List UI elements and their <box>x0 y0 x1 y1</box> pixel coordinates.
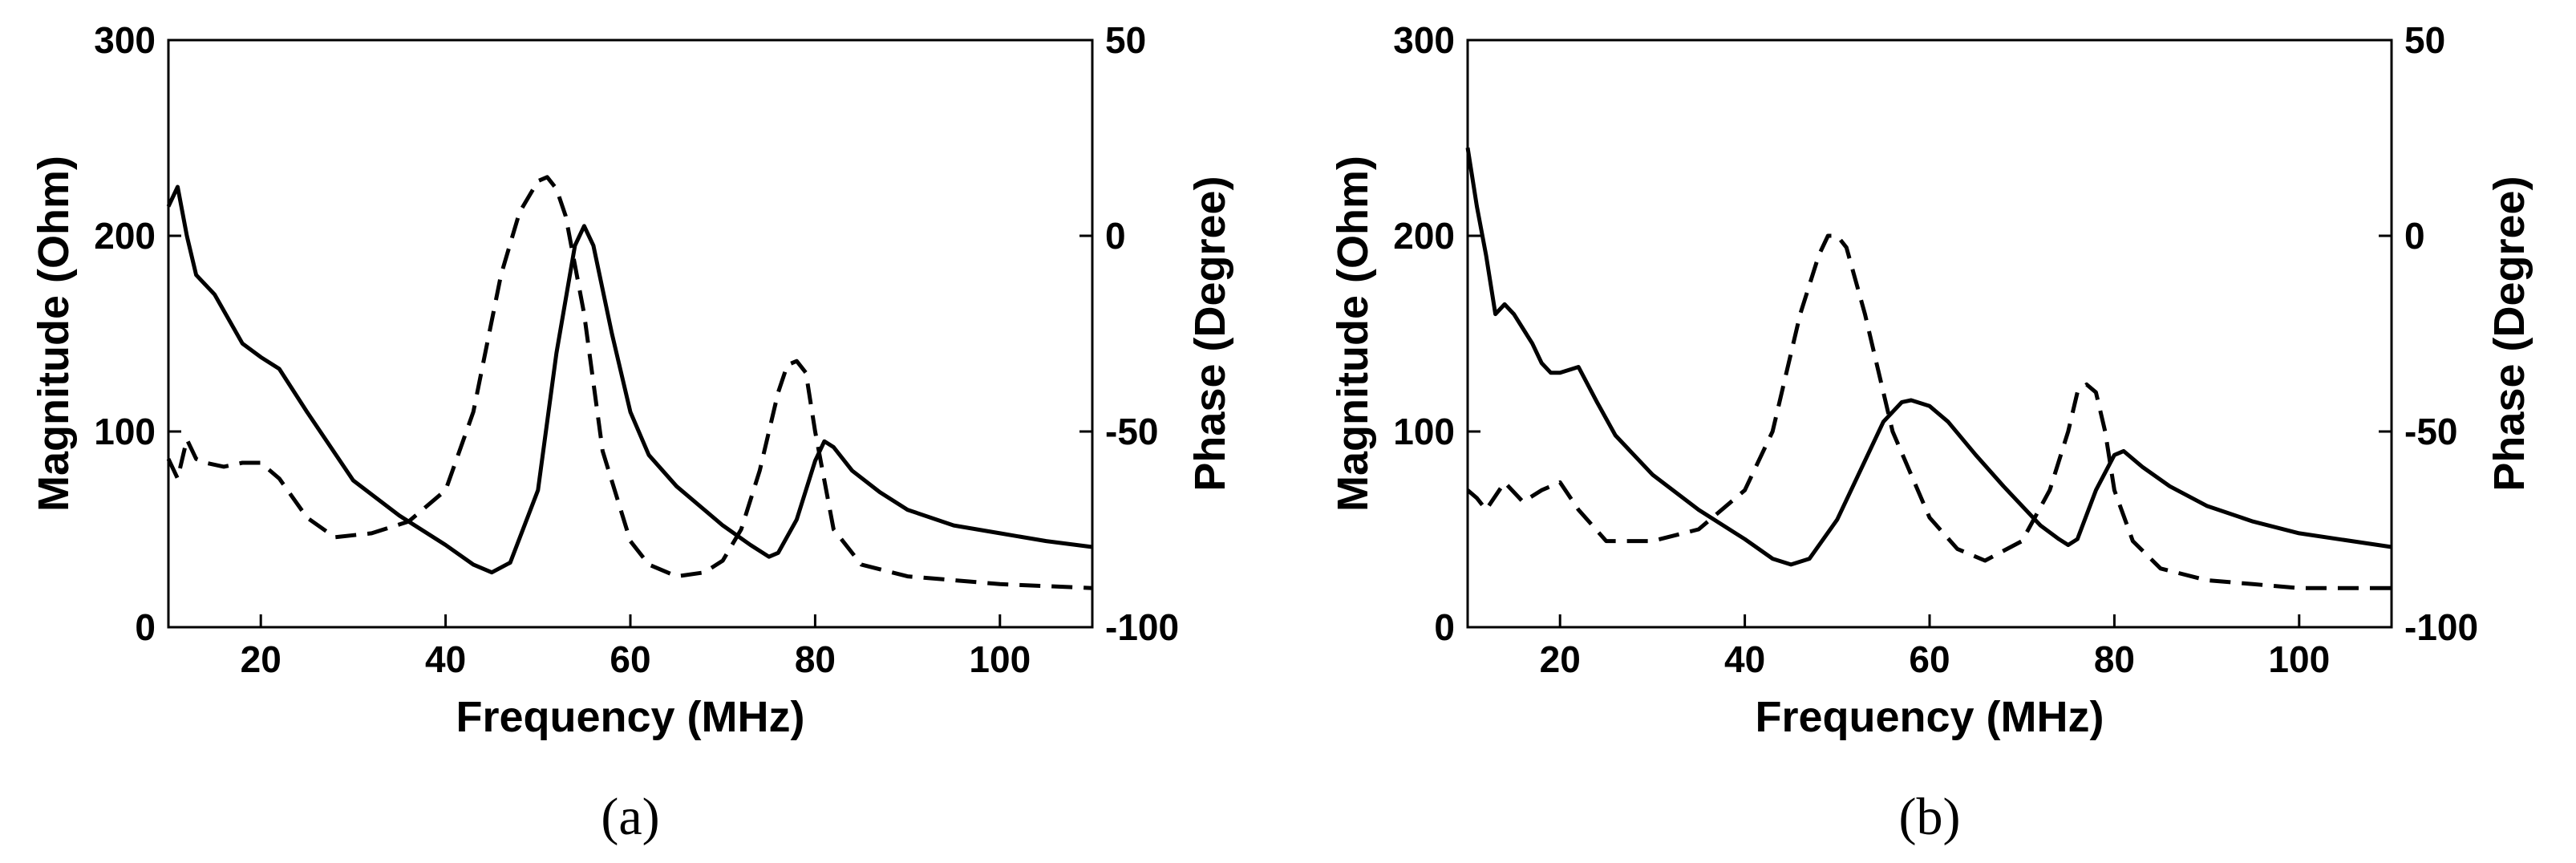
y2-tick-label: -100 <box>2404 606 2478 648</box>
y2-tick-label: -100 <box>1105 606 1179 648</box>
chart-panel-b: 20 40 60 80 100 0 100 200 300 -100 -50 0 50 Frequency… <box>1329 19 2533 846</box>
y-tick-label: 300 <box>94 19 156 61</box>
chart-panel-a: 20 40 60 80 100 0 100 200 300 -100 -50 0 50 Frequency… <box>30 19 1234 846</box>
x-tick-label: 20 <box>1540 638 1581 680</box>
y-tick-label: 200 <box>94 215 156 257</box>
x-tick-label: 100 <box>969 638 1031 680</box>
y-tick-label: 300 <box>1393 19 1455 61</box>
y2-tick-label: -50 <box>1105 411 1158 452</box>
y-tick-label: 100 <box>1393 411 1455 452</box>
phase-curve <box>1466 233 2392 590</box>
y-axis-label: Magnitude (Ohm) <box>30 156 78 512</box>
panel-label: (b) <box>1899 788 1961 846</box>
y2-axis-label: Phase (Degree) <box>1186 176 1234 491</box>
x-axis-label: Frequency (MHz) <box>1755 693 2104 741</box>
panel-label: (a) <box>601 788 659 846</box>
x-tick-label: 80 <box>2094 638 2135 680</box>
y2-tick-label: 0 <box>2404 215 2425 257</box>
magnitude-curve <box>166 184 1093 575</box>
y2-tick-label: 0 <box>1105 215 1126 257</box>
x-axis-label: Frequency (MHz) <box>456 693 804 741</box>
y-tick-label: 100 <box>94 411 156 452</box>
x-tick-label: 40 <box>1724 638 1765 680</box>
x-tick-label: 100 <box>2268 638 2330 680</box>
magnitude-curve <box>1465 147 2392 567</box>
x-tick-label: 40 <box>425 638 466 680</box>
x-tick-label: 80 <box>795 638 836 680</box>
y2-tick-label: 50 <box>1105 19 1146 61</box>
x-tick-label: 60 <box>1909 638 1950 680</box>
phase-curve <box>166 175 1093 590</box>
y-tick-label: 0 <box>135 606 156 648</box>
plot-frame <box>167 38 1094 629</box>
x-tick-label: 20 <box>241 638 281 680</box>
y2-tick-label: -50 <box>2404 411 2457 452</box>
y-tick-label: 200 <box>1393 215 1455 257</box>
y2-tick-label: 50 <box>2404 19 2445 61</box>
y-axis-label: Magnitude (Ohm) <box>1329 156 1377 512</box>
y-tick-label: 0 <box>1434 606 1455 648</box>
y2-axis-label: Phase (Degree) <box>2485 176 2533 491</box>
x-tick-label: 60 <box>610 638 650 680</box>
